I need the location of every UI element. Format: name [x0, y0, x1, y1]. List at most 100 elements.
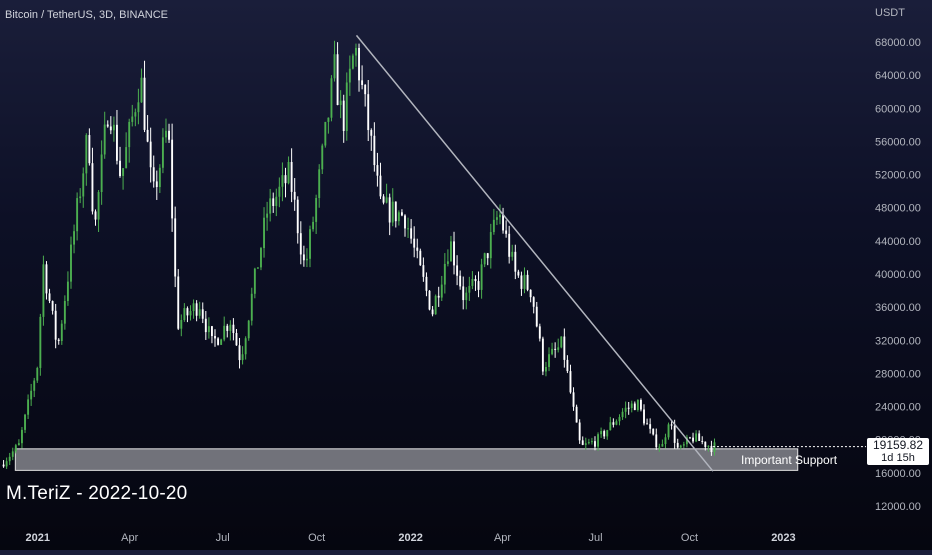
candle-body — [296, 199, 299, 234]
candle-body — [165, 130, 167, 138]
candle-body — [315, 197, 318, 222]
candle-body — [597, 434, 599, 447]
candle-body — [624, 407, 627, 412]
candle-body — [499, 214, 501, 218]
candle-body — [8, 456, 11, 462]
candle-body — [701, 440, 704, 442]
candle-body — [305, 258, 308, 261]
candle-body — [97, 192, 100, 220]
candle-body — [324, 121, 327, 146]
candle-body — [489, 232, 492, 259]
symbol-title: Bitcoin / TetherUS, 3D, BINANCE — [5, 9, 169, 21]
candle-body — [664, 437, 667, 445]
candle-body — [299, 233, 302, 255]
candle-body — [612, 422, 615, 425]
candle-body — [290, 161, 293, 192]
candle-body — [198, 309, 201, 316]
candle-body — [168, 130, 170, 140]
candle-body — [643, 409, 645, 424]
candle-body — [560, 336, 563, 348]
candle-body — [161, 137, 164, 168]
candle-body — [548, 354, 550, 367]
candle-body — [186, 308, 189, 316]
candle-body — [557, 347, 560, 350]
candle-body — [217, 338, 220, 345]
candle-body — [413, 238, 416, 248]
candle-body — [465, 292, 468, 301]
candle-body — [370, 130, 373, 136]
candle-body — [704, 441, 707, 447]
candle-body — [158, 167, 161, 188]
candle-body — [646, 423, 649, 425]
candle-body — [545, 366, 547, 372]
candle-body — [342, 100, 345, 131]
candle-body — [606, 430, 609, 437]
candle-body — [419, 250, 422, 266]
candle-body — [253, 268, 256, 294]
y-axis-unit: USDT — [875, 7, 905, 19]
candle-body — [630, 403, 633, 409]
candle-body — [11, 451, 14, 457]
candle-body — [241, 354, 244, 361]
last-price-value: 19159.82 — [872, 438, 924, 452]
candle-body — [355, 47, 357, 56]
candle-body — [146, 129, 149, 142]
candle-body — [508, 233, 511, 257]
candle-body — [358, 47, 360, 81]
candle-body — [440, 284, 443, 298]
candle-body — [538, 326, 541, 339]
candle-body — [66, 281, 69, 302]
candle-body — [195, 303, 198, 316]
candle-body — [131, 116, 134, 122]
candle-body — [73, 231, 76, 245]
candle-body — [541, 338, 544, 372]
candle-body — [192, 303, 195, 312]
candle-body — [584, 443, 587, 445]
candle-body — [345, 82, 348, 131]
x-tick-label: Apr — [121, 532, 138, 544]
candle-body — [554, 348, 557, 350]
candle-body — [149, 141, 152, 168]
candle-body — [76, 198, 79, 232]
candle-body — [437, 295, 440, 298]
candle-body — [578, 422, 581, 441]
candle-body — [636, 399, 639, 411]
candle-body — [88, 135, 91, 164]
candle-body — [152, 167, 155, 182]
candle-body — [692, 437, 694, 442]
candle-body — [566, 359, 569, 372]
candle-body — [698, 433, 701, 441]
candle-body — [502, 214, 505, 231]
y-tick-label: 56000.00 — [875, 136, 921, 148]
x-tick-label: Jul — [216, 532, 230, 544]
candle-body — [477, 281, 480, 290]
candle-body — [318, 169, 321, 198]
candle-body — [247, 320, 250, 339]
candle-body — [456, 265, 459, 276]
candle-body — [177, 276, 180, 329]
candle-body — [707, 445, 710, 447]
candle-body — [450, 241, 452, 262]
candle-body — [54, 310, 57, 340]
candle-body — [511, 251, 514, 257]
candle-body — [24, 414, 26, 430]
candle-body — [563, 336, 566, 360]
candle-body — [137, 102, 140, 113]
candle-body — [621, 411, 624, 418]
candle-body — [407, 228, 410, 230]
y-tick-label: 68000.00 — [875, 37, 921, 49]
candle-body — [128, 121, 131, 148]
candle-body — [594, 441, 596, 447]
candle-body — [480, 264, 483, 290]
candle-body — [91, 163, 94, 212]
candle-body — [535, 306, 538, 327]
candle-body — [278, 186, 281, 197]
candle-body — [103, 124, 106, 155]
candle-body — [492, 219, 495, 233]
candle-body — [667, 424, 670, 438]
candle-body — [309, 229, 311, 259]
candle-body — [431, 309, 434, 315]
candle-body — [100, 154, 103, 193]
